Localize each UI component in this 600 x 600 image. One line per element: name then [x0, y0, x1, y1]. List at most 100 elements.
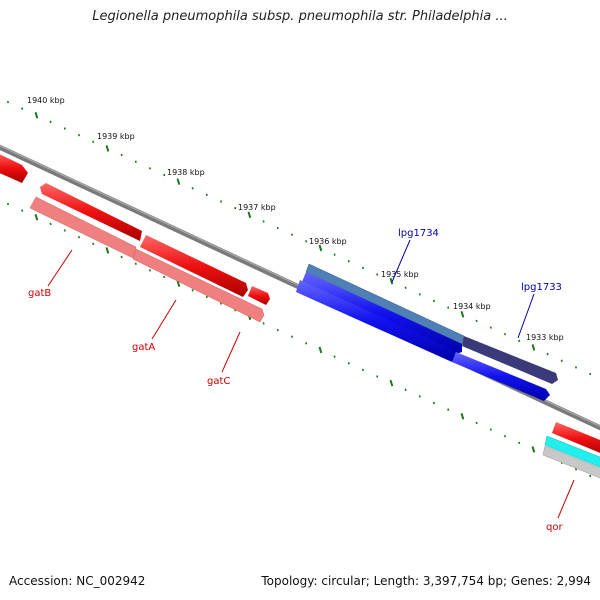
tick-major — [105, 145, 110, 152]
gene-arrow-gray[interactable] — [542, 445, 600, 480]
tick-minor — [262, 322, 265, 325]
tick-major — [176, 178, 181, 185]
gene-arrow-blue-lower-a[interactable] — [296, 280, 456, 362]
tick-minor — [333, 355, 336, 358]
tick-minor — [205, 295, 208, 299]
outer-tick-track — [6, 100, 592, 376]
kbp-label-1938: 1938 kbp — [167, 168, 205, 177]
gene-arrow-red-edge[interactable] — [0, 152, 28, 183]
inner-tick-track — [6, 202, 592, 478]
tick-minor — [376, 273, 379, 276]
tick-minor — [276, 328, 279, 332]
gene-label-qor[interactable]: qor — [546, 522, 563, 533]
gene-label-lpg1734[interactable]: lpg1734 — [398, 228, 439, 239]
tick-minor — [6, 100, 10, 104]
kbp-label-1934: 1934 kbp — [453, 302, 491, 311]
leader-gatB — [47, 249, 73, 287]
tick-minor — [77, 133, 81, 137]
tick-minor — [489, 326, 492, 329]
gene-label-gatB[interactable]: gatB — [28, 288, 51, 299]
tick-minor — [518, 441, 521, 445]
tick-minor — [191, 187, 194, 190]
gene-labels: gatB gatA gatC lpg1734 lpg1733 qor — [28, 228, 563, 533]
tick-minor — [63, 127, 66, 130]
tick-minor — [276, 226, 279, 230]
kbp-label-1935: 1935 kbp — [381, 270, 419, 279]
tick-major — [389, 379, 394, 387]
gene-arrow-gatA-red[interactable] — [140, 235, 248, 297]
gene-leaders — [47, 239, 575, 519]
leader-lpg1733 — [517, 293, 535, 339]
tick-minor — [447, 306, 450, 309]
kbp-labels: 1940 kbp 1939 kbp 1938 kbp 1937 kbp 1936… — [27, 96, 564, 342]
tick-major — [460, 311, 465, 318]
tick-minor — [92, 140, 95, 144]
accession-text: Accession: NC_002942 — [9, 574, 146, 588]
tick-minor — [361, 266, 365, 270]
gene-arrow-gatB-red[interactable] — [40, 183, 142, 241]
tick-minor — [191, 289, 194, 292]
tick-minor — [49, 222, 52, 226]
tick-minor — [432, 401, 436, 405]
genome-summary-text: Topology: circular; Length: 3,397,754 bp… — [261, 574, 591, 588]
tick-minor — [305, 342, 308, 345]
gene-features-middle — [296, 263, 558, 401]
tick-major — [531, 344, 536, 351]
gene-label-gatC[interactable]: gatC — [207, 376, 230, 387]
tick-minor — [574, 468, 578, 471]
tick-minor — [475, 319, 478, 323]
tick-minor — [503, 332, 507, 336]
tick-minor — [404, 286, 407, 289]
tick-minor — [574, 366, 578, 369]
tick-minor — [347, 259, 350, 263]
gene-features-left — [0, 152, 270, 323]
gene-arrow-gatC-red[interactable] — [248, 286, 270, 305]
gene-label-gatA[interactable]: gatA — [132, 342, 155, 353]
tick-major — [176, 280, 181, 287]
tick-minor — [305, 240, 308, 243]
tick-minor — [134, 160, 137, 163]
tick-minor — [120, 255, 123, 259]
tick-minor — [404, 388, 407, 391]
gene-arrow-blue-upper[interactable] — [302, 272, 462, 354]
tick-minor — [163, 173, 166, 177]
tick-minor — [134, 262, 137, 265]
gene-arrow-red-right[interactable] — [552, 422, 600, 455]
gene-arrow-lpg1733-navy[interactable] — [462, 336, 558, 384]
kbp-label-1939: 1939 kbp — [97, 132, 135, 141]
tick-minor — [489, 428, 492, 431]
tick-minor — [518, 339, 521, 343]
leader-lpg1734 — [391, 239, 411, 283]
tick-minor — [92, 242, 95, 246]
tick-major — [318, 346, 323, 354]
tick-minor — [262, 220, 265, 223]
tick-minor — [21, 209, 24, 212]
tick-minor — [77, 235, 81, 239]
tick-minor — [49, 120, 52, 124]
kbp-label-1940: 1940 kbp — [27, 96, 65, 105]
tick-minor — [503, 434, 507, 438]
tick-minor — [418, 395, 421, 398]
gene-arrow-cyan[interactable] — [544, 435, 600, 469]
tick-minor — [63, 229, 66, 232]
tick-minor — [290, 335, 294, 338]
tick-minor — [589, 372, 592, 376]
tick-minor — [361, 368, 365, 372]
tick-minor — [219, 200, 223, 203]
tick-minor — [21, 107, 24, 110]
tick-minor — [219, 302, 223, 305]
tick-minor — [148, 167, 152, 170]
kbp-label-1937: 1937 kbp — [238, 203, 276, 212]
tick-minor — [6, 202, 10, 206]
tick-minor — [589, 474, 592, 478]
gene-arrow-gatA-pink[interactable] — [132, 248, 265, 323]
gene-arrow-gatB-pink[interactable] — [29, 196, 137, 259]
map-title: Legionella pneumophila subsp. pneumophil… — [92, 9, 508, 24]
leader-gatC — [221, 331, 241, 373]
tick-minor — [234, 206, 237, 210]
gene-label-lpg1733[interactable]: lpg1733 — [521, 282, 562, 293]
tick-minor — [560, 359, 563, 362]
gene-arrow-blue-lower-b[interactable] — [452, 352, 550, 401]
kbp-label-1936: 1936 kbp — [309, 237, 347, 246]
